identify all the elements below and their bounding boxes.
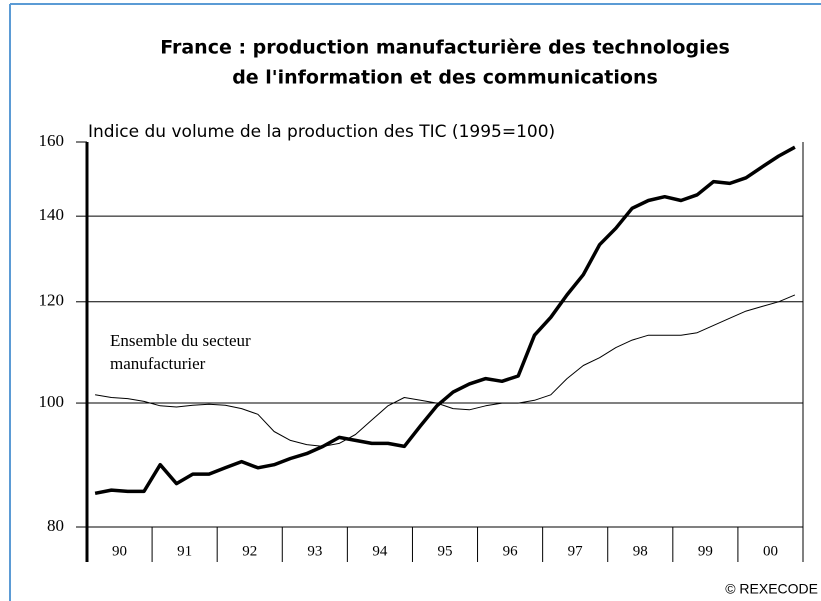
data-line xyxy=(94,145,796,496)
x-tick-label: 00 xyxy=(763,543,778,559)
x-tick-label: 96 xyxy=(503,543,519,559)
x-tick-label: 98 xyxy=(633,543,648,559)
annotation: Ensemble du secteur xyxy=(110,331,251,350)
x-tick-label: 99 xyxy=(698,543,713,559)
y-axis-label: Indice du volume de la production des TI… xyxy=(88,122,555,142)
x-tick-label: 97 xyxy=(568,543,584,559)
x-tick-label: 95 xyxy=(438,543,453,559)
chart-title: France : production manufacturière des t… xyxy=(160,37,730,59)
annotation-bg xyxy=(104,328,278,376)
y-tick-label: 140 xyxy=(39,205,65,224)
chart-title: de l'information et des communications xyxy=(232,67,658,89)
source: © REXECODE xyxy=(725,581,818,597)
annotation: manufacturier xyxy=(110,354,206,373)
y-tick-label: 120 xyxy=(39,291,65,310)
y-tick-label: 80 xyxy=(47,516,64,535)
x-tick-label: 90 xyxy=(112,543,127,559)
x-tick-label: 91 xyxy=(177,543,192,559)
x-tick-label: 94 xyxy=(372,543,388,559)
x-tick-label: 92 xyxy=(242,543,257,559)
x-tick-label: 93 xyxy=(307,543,322,559)
y-tick-label: 100 xyxy=(39,392,65,411)
data-line xyxy=(95,294,796,447)
y-tick-label: 160 xyxy=(39,131,65,150)
